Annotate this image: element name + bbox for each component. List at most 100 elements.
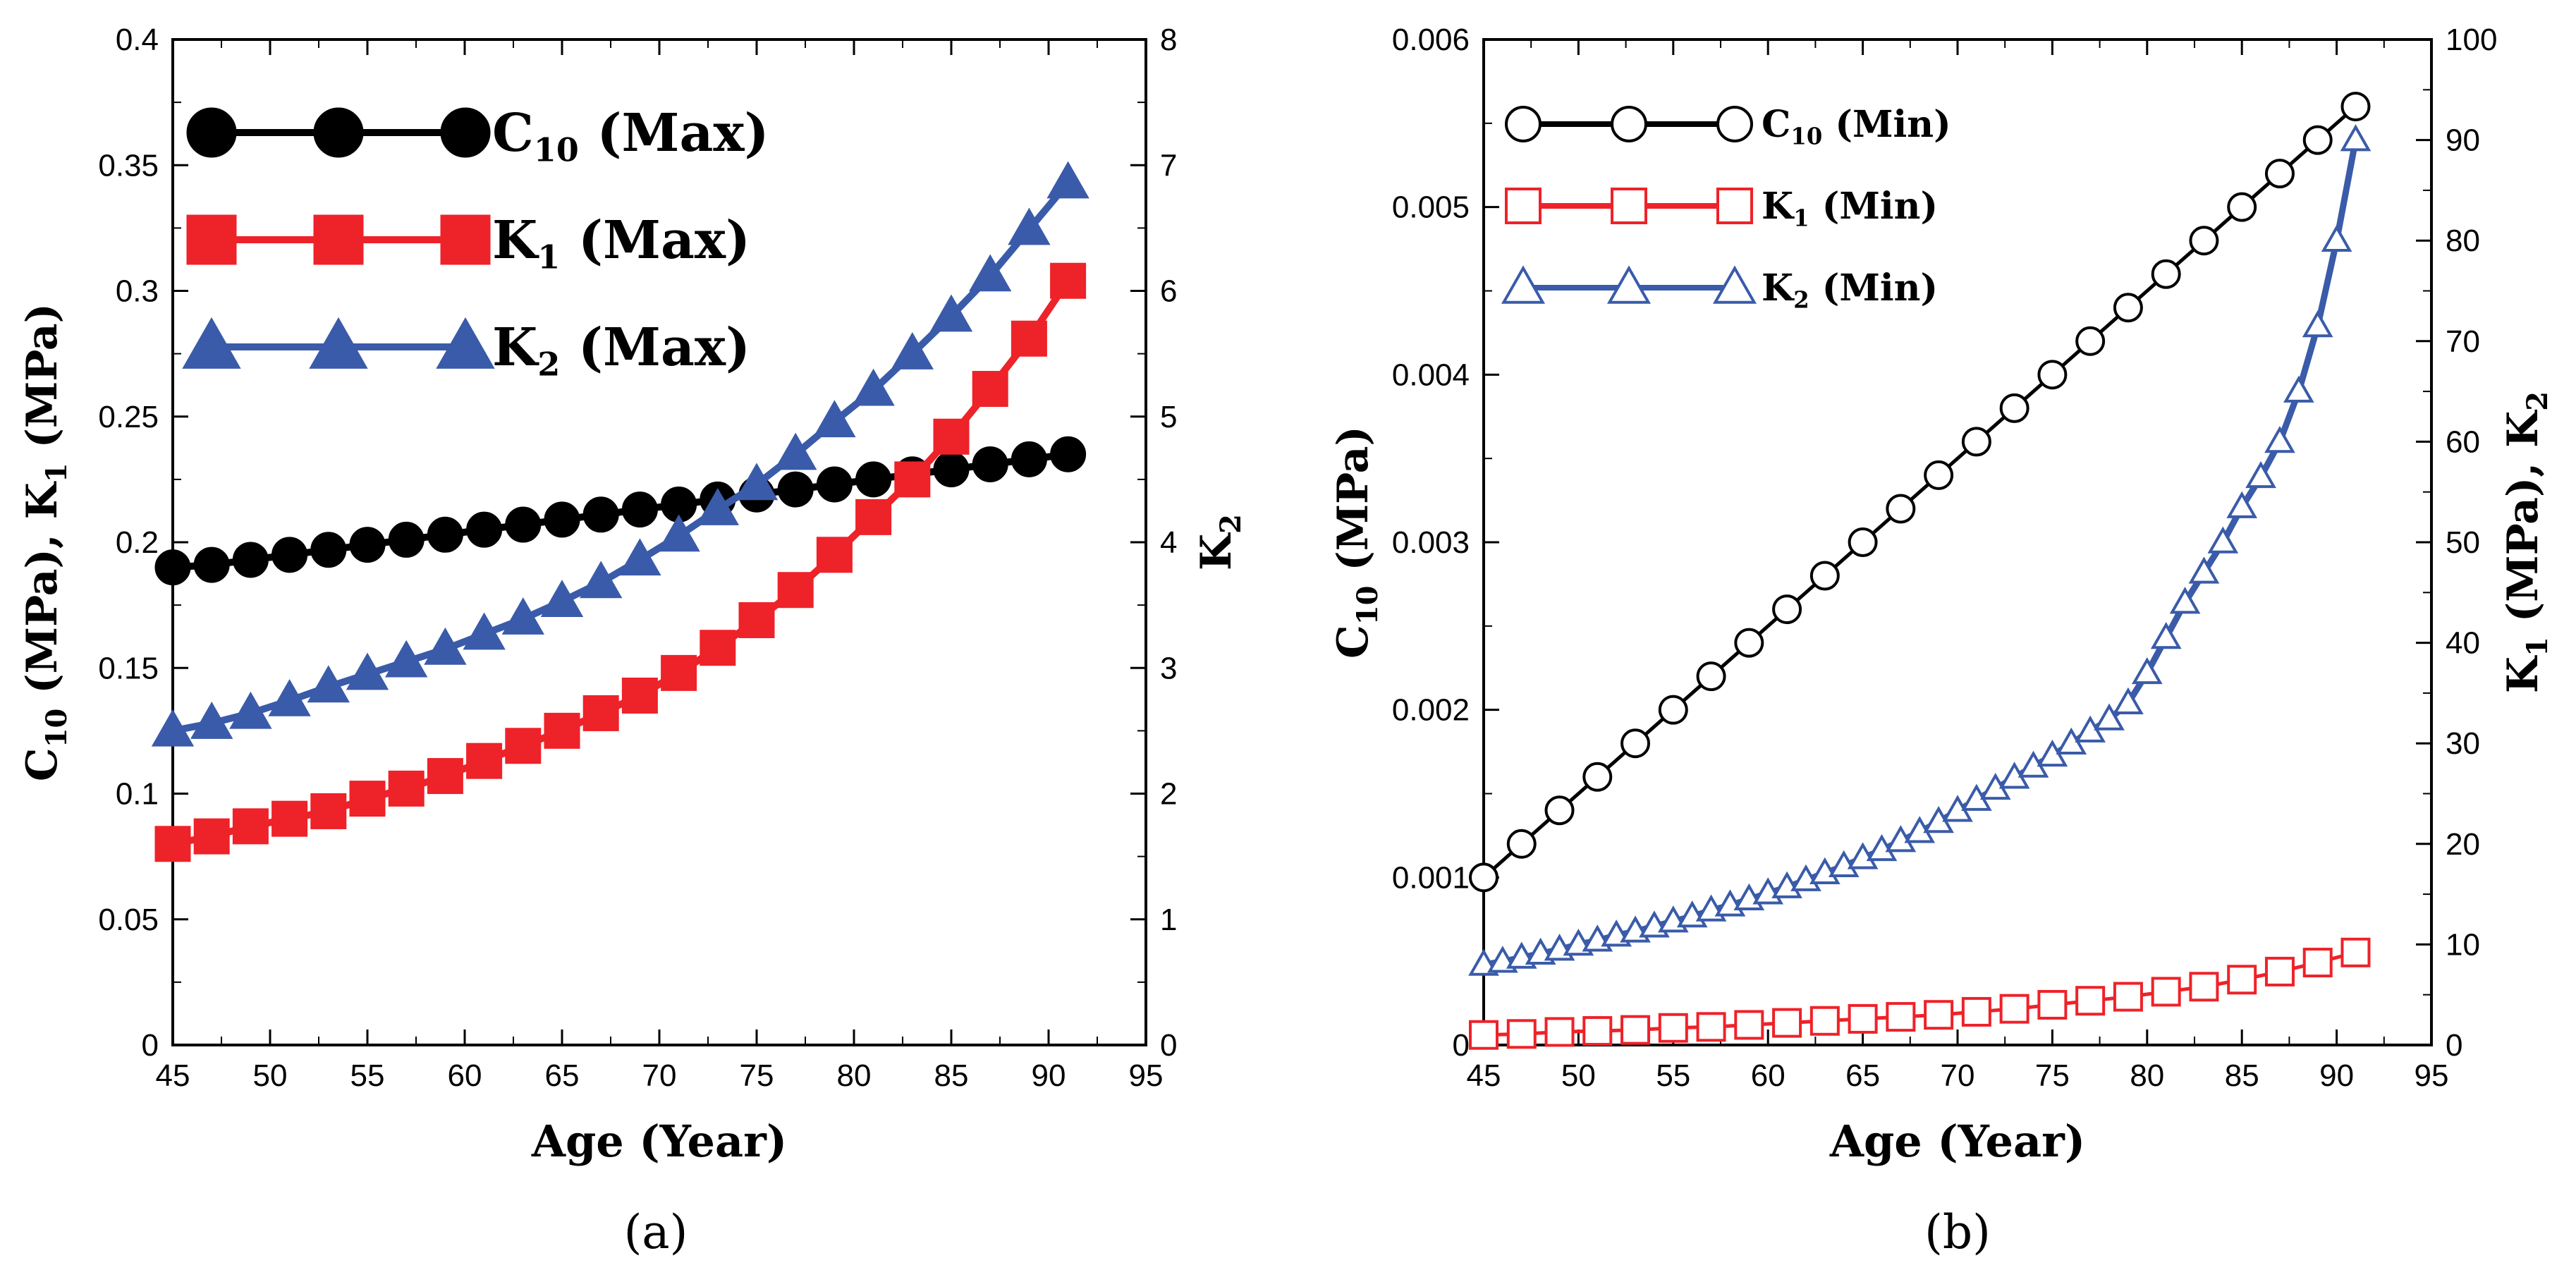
legend-marker (440, 107, 491, 158)
data-point (1886, 494, 1916, 524)
data-point (855, 499, 892, 535)
data-point (307, 665, 350, 703)
y-left-tick-label: 0.4 (116, 23, 159, 57)
data-point (2207, 526, 2239, 554)
data-point (774, 432, 817, 470)
data-point (2188, 556, 2220, 584)
x-tick-label: 55 (1656, 1058, 1690, 1093)
data-point (2264, 425, 2295, 453)
x-tick-label: 85 (2225, 1058, 2259, 1093)
data-point (1011, 320, 1047, 357)
y-left-tick-label: 0.004 (1392, 358, 1470, 392)
data-point (2037, 989, 2068, 1020)
data-point (1469, 1020, 1498, 1050)
data-point (1809, 1006, 1840, 1036)
data-point (2113, 687, 2144, 714)
y-left-tick-label: 0 (142, 1028, 159, 1063)
data-point (813, 400, 856, 438)
legend-marker (1611, 188, 1647, 224)
data-point (466, 511, 503, 548)
data-point (1696, 1012, 1726, 1042)
data-point (1734, 628, 1764, 658)
x-tick-label: 55 (350, 1058, 385, 1093)
data-point (466, 743, 503, 779)
data-point (2075, 326, 2106, 356)
data-point (151, 709, 195, 747)
data-point (505, 506, 542, 543)
data-point (2245, 460, 2276, 489)
x-tick-label: 65 (1845, 1058, 1880, 1093)
y-right-tick-label: 30 (2446, 726, 2480, 761)
y-axis-left-label: C10 (MPa) (1329, 426, 1384, 659)
data-point (1924, 1000, 1954, 1030)
data-point (1620, 728, 1651, 759)
data-point (1658, 695, 1688, 725)
data-point (2151, 259, 2181, 289)
y-right-tick-label: 80 (2446, 224, 2480, 258)
data-point (271, 800, 308, 837)
data-point (1886, 1002, 1916, 1032)
data-point (463, 612, 506, 650)
data-point (2264, 159, 2295, 189)
panel-b: 45 50 55 60 65 70 75 80 85 90 9500.0010.0020.0030.… (1329, 23, 2554, 1259)
data-point (1544, 1017, 1575, 1047)
data-point (1011, 441, 1047, 477)
x-tick-label: 95 (1129, 1058, 1164, 1093)
x-tick-label: 90 (2319, 1058, 2354, 1093)
y-right-tick-label: 8 (1160, 23, 1177, 57)
data-point (816, 537, 853, 573)
data-point (2302, 125, 2333, 155)
data-point (2264, 956, 2295, 986)
y-right-tick-label: 40 (2446, 626, 2480, 661)
data-point (777, 572, 814, 609)
data-point (1008, 207, 1051, 245)
data-point (2227, 965, 2257, 995)
y-right-tick-label: 90 (2446, 123, 2480, 158)
data-point (2340, 92, 2371, 122)
data-point (929, 294, 973, 332)
data-point (700, 630, 736, 666)
y-left-tick-label: 0.001 (1392, 860, 1470, 895)
data-point (388, 521, 425, 558)
data-point (154, 549, 191, 586)
data-point (154, 826, 191, 862)
legend-marker (1712, 265, 1757, 304)
y-right-tick-label: 6 (1160, 274, 1177, 309)
y-axis-right-label: K2 (1192, 514, 1247, 570)
data-point (268, 678, 311, 716)
data-point (891, 332, 934, 369)
data-point (777, 471, 814, 508)
y-right-tick-label: 100 (2446, 23, 2497, 57)
x-tick-label: 50 (253, 1058, 288, 1093)
data-point (1999, 393, 2029, 423)
y-left-tick-label: 0 (1453, 1028, 1470, 1063)
data-point (1469, 862, 1498, 893)
data-point (501, 597, 544, 635)
data-point (2302, 310, 2333, 338)
data-point (1544, 795, 1575, 826)
data-point (2150, 622, 2182, 649)
data-point (349, 527, 386, 563)
data-point (1050, 262, 1087, 299)
x-tick-label: 70 (1941, 1058, 1975, 1093)
data-point (1961, 996, 1991, 1027)
data-point (852, 368, 895, 406)
data-point (2321, 224, 2352, 252)
data-point (969, 254, 1012, 292)
x-axis-label: Age (Year) (531, 1116, 787, 1167)
legend-entry: K2 (Min) (1762, 267, 1938, 313)
panel-label: (a) (624, 1205, 688, 1259)
x-tick-label: 50 (1561, 1058, 1596, 1093)
y-left-tick-label: 0.2 (116, 525, 159, 560)
x-tick-label: 75 (2035, 1058, 2070, 1093)
x-tick-label: 85 (934, 1058, 969, 1093)
y-right-tick-label: 0 (2446, 1028, 2462, 1063)
data-point (2340, 124, 2371, 152)
panel-a: 45 50 55 60 65 70 75 80 85 90 9500.050.10.150.20.2… (18, 23, 1247, 1259)
data-point (544, 501, 580, 538)
y-left-tick-label: 0.006 (1392, 23, 1470, 57)
data-point (2302, 948, 2333, 978)
data-point (696, 488, 739, 525)
series-line-k1-min- (1483, 951, 2357, 1037)
